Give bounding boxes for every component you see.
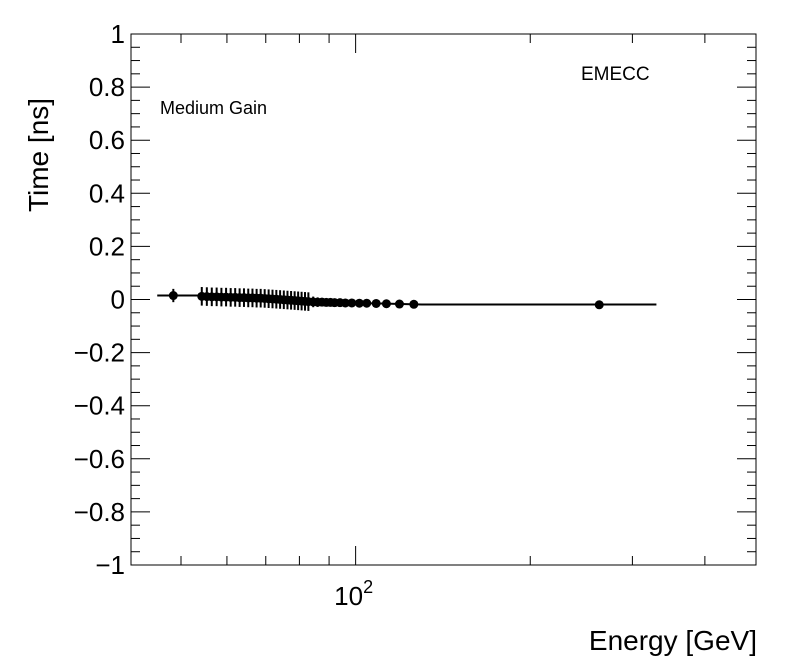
data-point [409,299,419,309]
y-tick-label: −0.6 [74,444,125,474]
point-marker [168,291,178,301]
data-point [594,300,604,310]
point-marker [347,298,357,308]
y-axis-title: Time [ns] [23,98,54,212]
x-axis-ticks: 102 [180,34,706,611]
y-tick-label: 1 [111,19,125,49]
y-tick-label: −1 [95,550,125,580]
y-tick-label: 0.4 [89,178,125,208]
data-point [168,288,178,303]
annotation-region: EMECC [581,64,650,85]
y-tick-label: −0.4 [74,391,125,421]
point-marker [362,298,372,308]
y-tick-label: 0 [111,285,125,315]
data-point [340,298,350,308]
data-points [168,287,604,311]
x-tick-label: 102 [334,577,373,611]
y-tick-label: 0.8 [89,72,125,102]
point-marker [409,299,419,309]
point-marker [354,298,364,308]
point-marker [381,299,391,309]
y-tick-label: −0.8 [74,497,125,527]
data-point [371,298,381,308]
y-tick-label: −0.2 [74,338,125,368]
point-marker [340,298,350,308]
data-point [354,298,364,308]
x-axis-title: Energy [GeV] [589,625,757,656]
y-axis-ticks: 1 0.8 0.6 0.4 0.2 0 −0.2 −0.4 −0.6 −0.8 −1 [74,19,756,580]
data-point [394,299,404,309]
data-point [381,299,391,309]
y-tick-label: 0.6 [89,125,125,155]
data-point [362,298,372,308]
y-tick-label: 0.2 [89,231,125,261]
point-marker [371,298,381,308]
point-marker [594,300,604,310]
point-marker [394,299,404,309]
data-point [347,298,357,308]
annotation-gain: Medium Gain [160,98,267,118]
